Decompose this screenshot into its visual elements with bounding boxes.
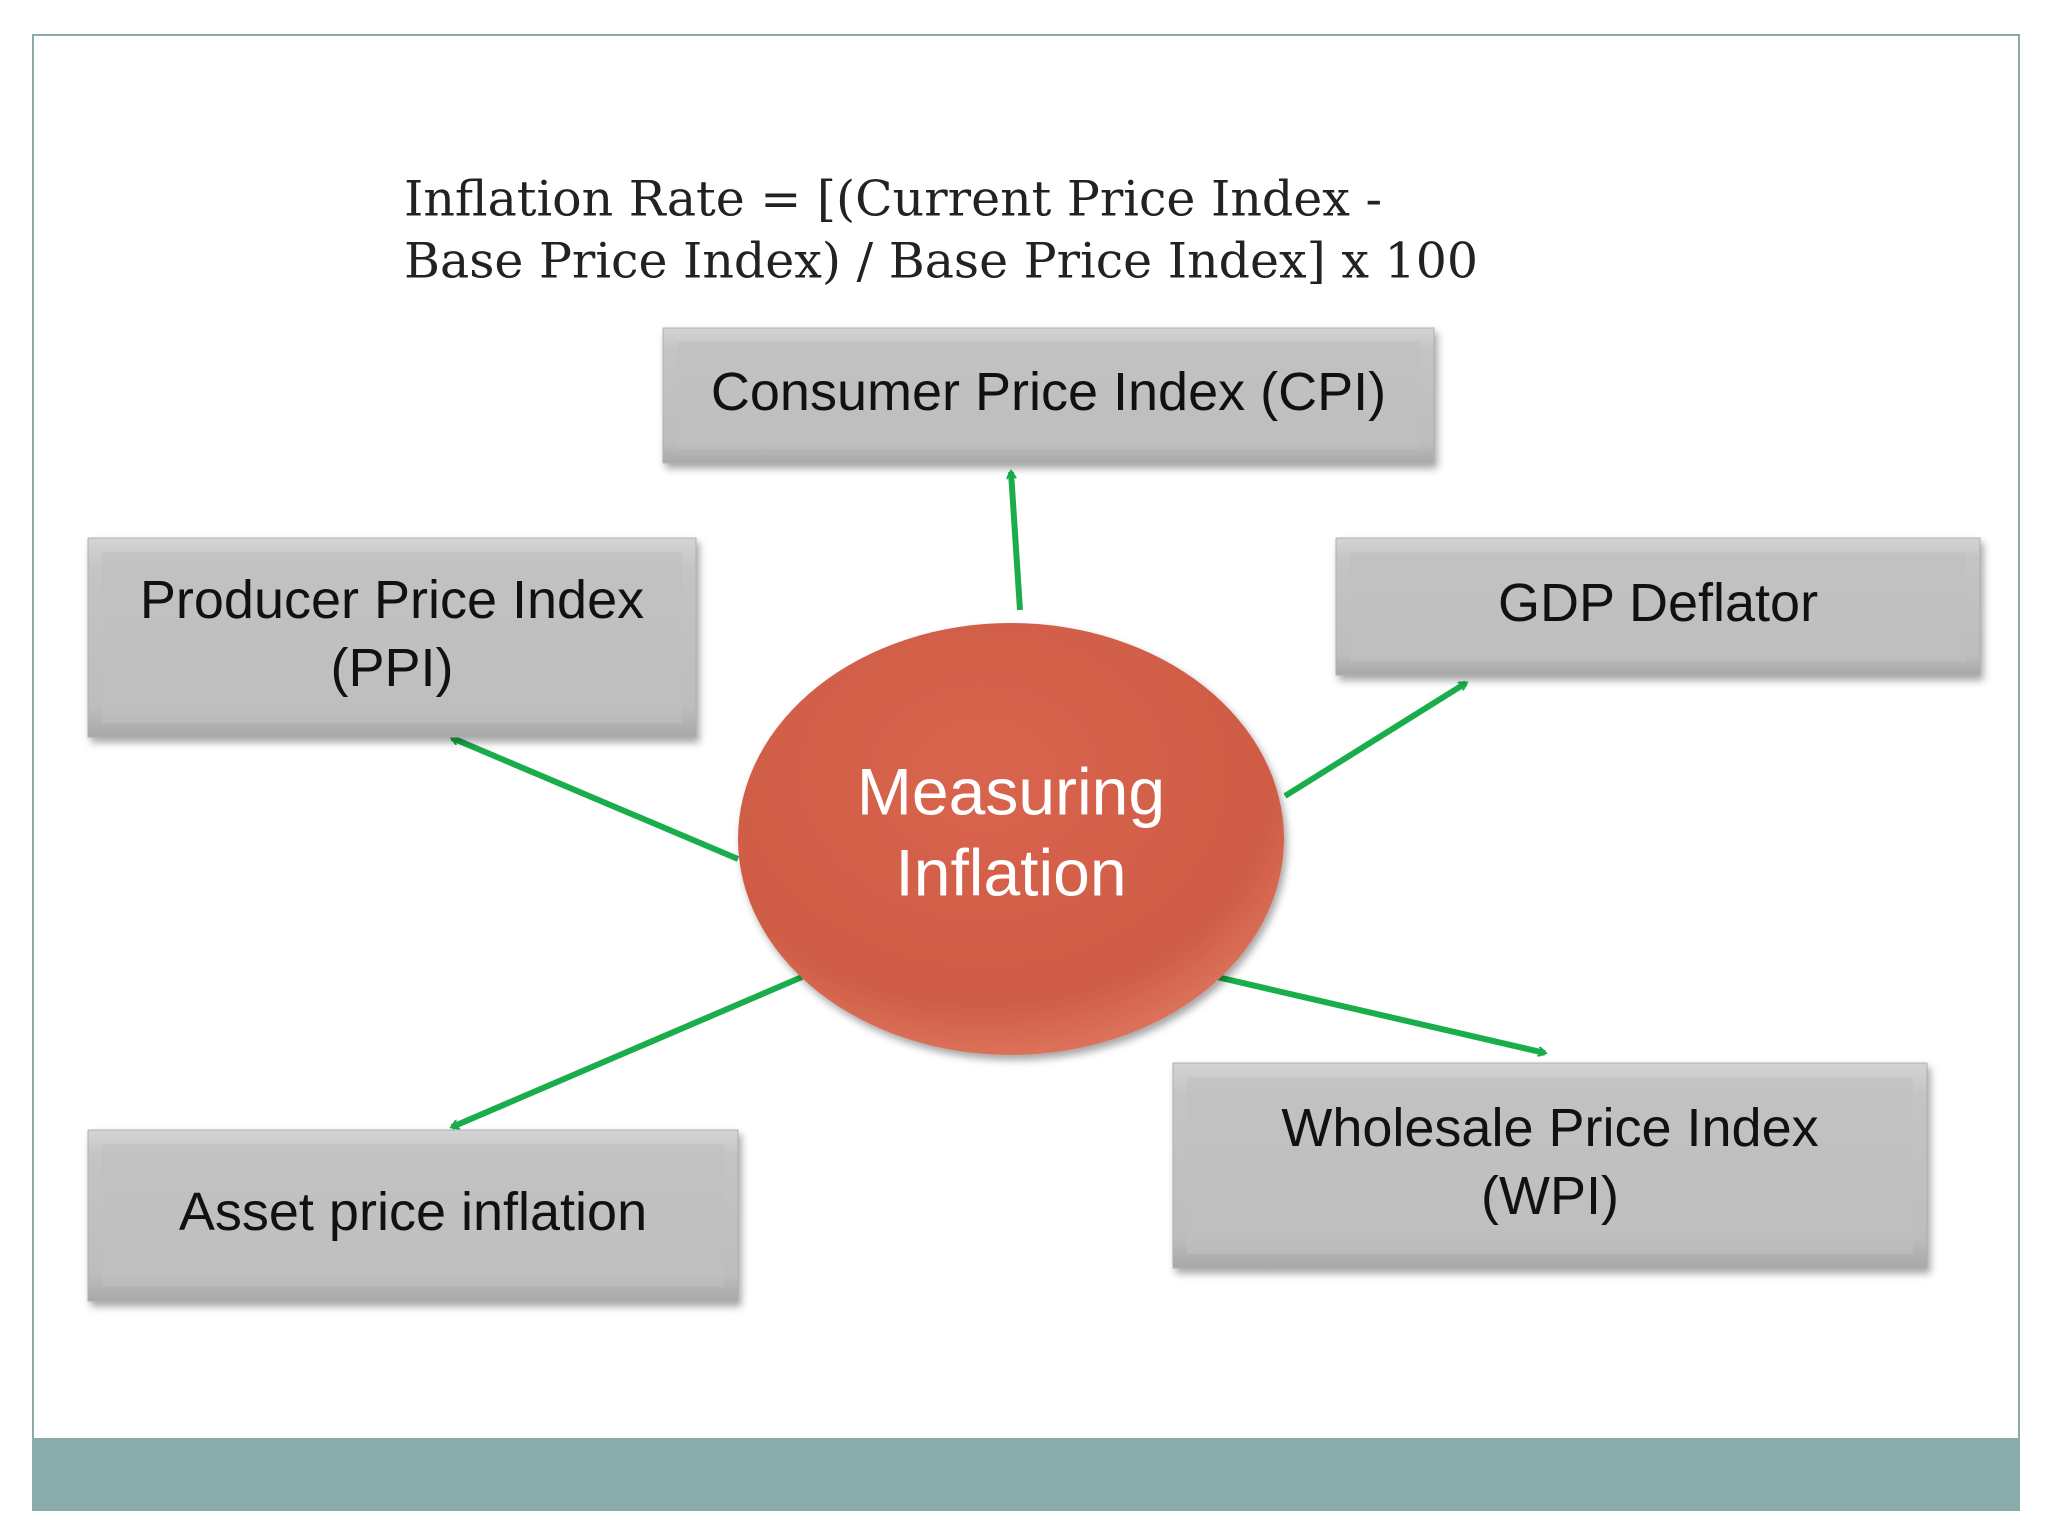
arrow (1283, 680, 1466, 799)
arrow (452, 974, 804, 1127)
arrow (452, 738, 740, 862)
node-bevel (677, 342, 1420, 449)
node-label: Consumer Price Index (CPI) (711, 362, 1386, 422)
node-bevel (1187, 1077, 1913, 1254)
node-label: (PPI) (330, 638, 453, 698)
node-bevel (1350, 552, 1966, 661)
arrow (1216, 974, 1545, 1053)
center-label: Measuring (857, 754, 1165, 828)
node-label: Producer Price Index (140, 570, 644, 630)
node-bevel (102, 1144, 724, 1287)
center-label: Inflation (895, 835, 1126, 909)
node-label: GDP Deflator (1498, 573, 1818, 633)
formula-line: Inflation Rate = [(Current Price Index - (404, 171, 1382, 228)
arrow (1011, 472, 1023, 611)
arrows (452, 472, 1545, 1127)
node-label: (WPI) (1481, 1166, 1619, 1226)
node-label: Asset price inflation (179, 1182, 647, 1242)
node-label: Wholesale Price Index (1281, 1098, 1818, 1158)
center-ellipse (738, 623, 1284, 1055)
nodes: Consumer Price Index (CPI) Producer Price… (87, 327, 1981, 1302)
formula-line: Base Price Index) / Base Price Index] x … (404, 233, 1478, 290)
node-bevel (102, 552, 682, 723)
footer-bar (33, 1438, 2019, 1510)
